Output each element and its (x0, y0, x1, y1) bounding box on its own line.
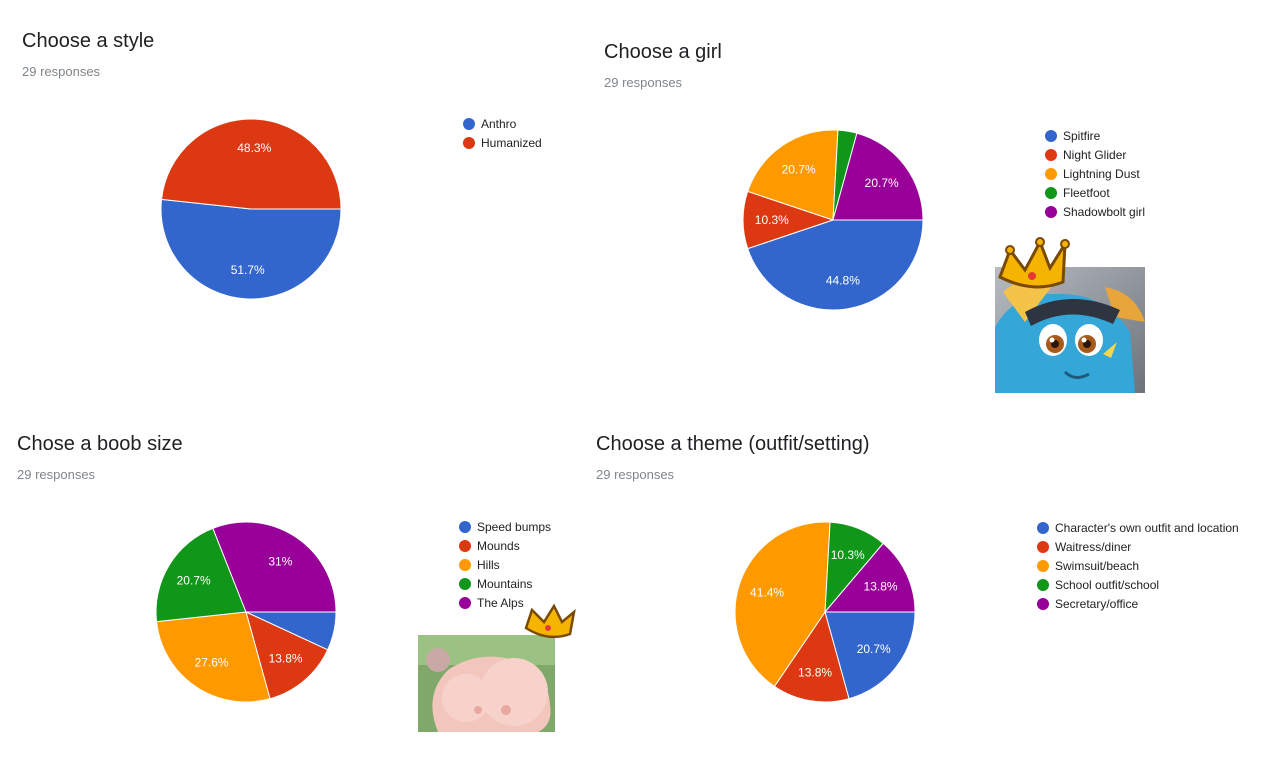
pie-slice (773, 610, 850, 703)
legend-theme: Character's own outfit and location Waitr… (1037, 518, 1239, 613)
slice-label: 44.8% (826, 273, 860, 287)
response-count: 29 responses (22, 64, 101, 79)
legend-label: Secretary/office (1055, 596, 1139, 611)
response-count: 29 responses (17, 467, 96, 482)
legend-swatch (1037, 597, 1049, 610)
legend-item: Fleetfoot (1045, 183, 1145, 202)
chart-title: Choose a theme (outfit/setting) (596, 433, 870, 455)
slice-label: 41.4% (750, 585, 784, 599)
chart-title: Choose a style (22, 30, 155, 52)
legend-swatch (1037, 578, 1049, 591)
pie-slice (823, 542, 916, 613)
slice-label: 51.7% (231, 263, 265, 277)
slice-label: 10.3% (755, 213, 789, 227)
legend-label: The Alps (477, 595, 524, 610)
legend-boob-size: Speed bumps Mounds Hills Mountains The Alps (459, 517, 551, 612)
legend-item: Mountains (459, 574, 551, 593)
legend-swatch (1045, 167, 1057, 180)
legend-item: Anthro (463, 114, 542, 133)
legend-label: Night Glider (1063, 147, 1127, 162)
pie-slice (212, 521, 337, 613)
pony-crown-sticker (995, 237, 1145, 393)
legend-swatch (459, 539, 471, 552)
pie-slice (160, 198, 342, 300)
pie-slice (155, 527, 247, 623)
slice-label: 27.6% (195, 656, 229, 670)
legend-label: Anthro (481, 116, 517, 131)
cartoon-crown-sticker (418, 603, 576, 732)
slice-label: 20.7% (857, 642, 891, 656)
response-count: 29 responses (596, 467, 675, 482)
legend-item: The Alps (459, 593, 551, 612)
legend-label: School outfit/school (1055, 577, 1160, 592)
legend-label: Mounds (477, 538, 520, 553)
legend-label: Swimsuit/beach (1055, 558, 1140, 573)
legend-item: Spitfire (1045, 126, 1145, 145)
pie-slice (747, 219, 924, 311)
legend-item: Swimsuit/beach (1037, 556, 1239, 575)
legend-item: Speed bumps (459, 517, 551, 536)
legend-swatch (1045, 129, 1057, 142)
legend-label: Fleetfoot (1063, 185, 1110, 200)
legend-label: Mountains (477, 576, 533, 591)
legend-style: Anthro Humanized (463, 114, 542, 152)
slice-label: 13.8% (269, 652, 303, 666)
legend-item: Night Glider (1045, 145, 1145, 164)
slice-label: 10.3% (831, 548, 865, 562)
legend-item: Mounds (459, 536, 551, 555)
legend-item: School outfit/school (1037, 575, 1239, 594)
legend-swatch (1045, 205, 1057, 218)
pie-slice (734, 521, 831, 688)
legend-swatch (463, 136, 475, 149)
chart-title: Choose a girl (604, 41, 722, 63)
legend-swatch (459, 558, 471, 571)
legend-item: Hills (459, 555, 551, 574)
legend-swatch (459, 577, 471, 590)
legend-item: Secretary/office (1037, 594, 1239, 613)
pie-slice (824, 611, 916, 700)
slice-label: 20.7% (782, 162, 816, 176)
pie-slice (160, 118, 342, 210)
pie-slice (155, 611, 271, 703)
legend-label: Character's own outfit and location (1055, 520, 1239, 535)
legend-label: Speed bumps (477, 519, 552, 534)
legend-label: Spitfire (1063, 128, 1101, 143)
legend-swatch (1045, 148, 1057, 161)
legend-label: Hills (477, 557, 500, 572)
chart-title: Chose a boob size (17, 433, 183, 455)
slice-label: 20.7% (865, 176, 899, 190)
legend-swatch (459, 520, 471, 533)
legend-item: Waitress/diner (1037, 537, 1239, 556)
slice-label: 20.7% (177, 573, 211, 587)
slice-label: 48.3% (237, 141, 271, 155)
legend-girl: Spitfire Night Glider Lightning Dust Fleetf… (1045, 126, 1145, 221)
legend-swatch (1037, 521, 1049, 534)
legend-item: Shadowbolt girl (1045, 202, 1145, 221)
legend-swatch (1037, 559, 1049, 572)
legend-label: Humanized (481, 135, 542, 150)
legend-swatch (1045, 186, 1057, 199)
legend-swatch (459, 596, 471, 609)
slice-label: 31% (268, 554, 292, 568)
pie-slice (832, 132, 924, 221)
slice-label: 13.8% (864, 579, 898, 593)
pie-slice (747, 129, 839, 221)
legend-item: Humanized (463, 133, 542, 152)
legend-swatch (1037, 540, 1049, 553)
pie-slice (245, 611, 329, 700)
legend-item: Lightning Dust (1045, 164, 1145, 183)
legend-item: Character's own outfit and location (1037, 518, 1239, 537)
legend-swatch (463, 117, 475, 130)
legend-label: Shadowbolt girl (1063, 204, 1146, 219)
slice-label: 13.8% (798, 665, 832, 679)
response-count: 29 responses (604, 75, 683, 90)
legend-label: Lightning Dust (1063, 166, 1140, 181)
legend-label: Waitress/diner (1055, 539, 1132, 554)
